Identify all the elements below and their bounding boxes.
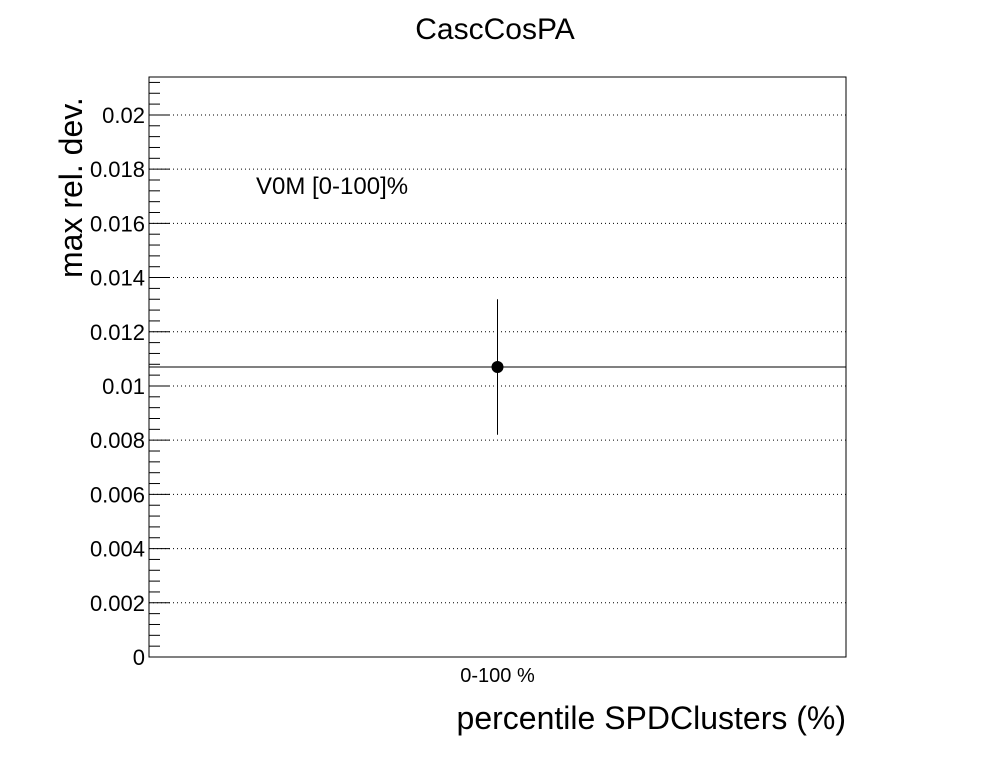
y-tick-label: 0.006 bbox=[90, 482, 145, 507]
y-tick-label: 0.002 bbox=[90, 591, 145, 616]
y-tick-label: 0.016 bbox=[90, 211, 145, 236]
y-tick-label: 0.004 bbox=[90, 537, 145, 562]
data-marks bbox=[149, 299, 846, 435]
y-axis-tick-labels: 0 0.002 0.004 0.006 0.008 0.01 0.012 0.014 0.016… bbox=[90, 103, 145, 670]
y-tick-label: 0.014 bbox=[90, 266, 145, 291]
x-category-label: 0-100 % bbox=[460, 665, 535, 687]
y-axis-label: max rel. dev. bbox=[53, 97, 89, 278]
y-tick-label: 0.01 bbox=[102, 374, 145, 399]
y-tick-label: 0.012 bbox=[90, 320, 145, 345]
y-tick-label: 0.02 bbox=[102, 103, 145, 128]
x-axis-category-labels: 0-100 % bbox=[460, 665, 535, 687]
chart-title: CascCosPA bbox=[415, 13, 575, 46]
annotation-text: V0M [0-100]% bbox=[256, 173, 408, 200]
x-axis-label: percentile SPDClusters (%) bbox=[457, 700, 846, 736]
y-axis-ticks bbox=[149, 81, 170, 658]
y-tick-label: 0.008 bbox=[90, 428, 145, 453]
y-tick-label: 0.018 bbox=[90, 157, 145, 182]
y-tick-label: 0 bbox=[133, 645, 145, 670]
data-point bbox=[491, 361, 504, 373]
